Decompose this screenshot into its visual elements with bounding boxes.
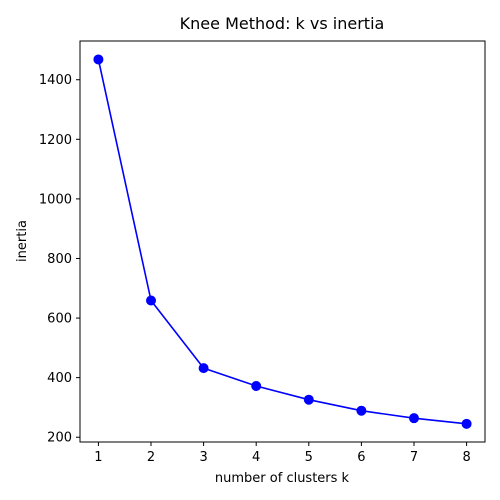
- data-point: [408, 413, 419, 424]
- data-point: [251, 380, 262, 391]
- x-axis-label: number of clusters k: [215, 471, 350, 486]
- x-tick-label: 4: [252, 450, 260, 465]
- data-point: [93, 54, 104, 65]
- x-tick-label: 1: [94, 450, 102, 465]
- data-point: [356, 405, 367, 416]
- data-point: [146, 295, 157, 306]
- x-tick-label: 2: [147, 450, 155, 465]
- data-point: [461, 418, 472, 429]
- y-tick-label: 800: [47, 252, 72, 267]
- series-line: [97, 59, 467, 425]
- data-point: [198, 363, 209, 374]
- y-tick-label: 400: [47, 371, 72, 386]
- y-tick-label: 600: [47, 312, 72, 327]
- y-tick-label: 200: [47, 431, 72, 446]
- x-tick-label: 7: [410, 450, 418, 465]
- chart-title: Knee Method: k vs inertia: [180, 14, 385, 33]
- plot-frame: [79, 40, 486, 443]
- y-tick-label: 1400: [39, 73, 72, 88]
- x-tick-label: 6: [357, 450, 365, 465]
- x-tick-label: 3: [199, 450, 207, 465]
- plot-area: 1 2 3 4 5 6 7 8 200 400 600 800 1000 1200 1400: [39, 40, 486, 465]
- y-tick-label: 1200: [39, 133, 72, 148]
- x-tick-label: 5: [305, 450, 313, 465]
- data-point: [303, 394, 314, 405]
- y-axis-label: inertia: [15, 220, 30, 262]
- x-tick-label: 8: [462, 450, 470, 465]
- y-tick-label: 1000: [39, 192, 72, 207]
